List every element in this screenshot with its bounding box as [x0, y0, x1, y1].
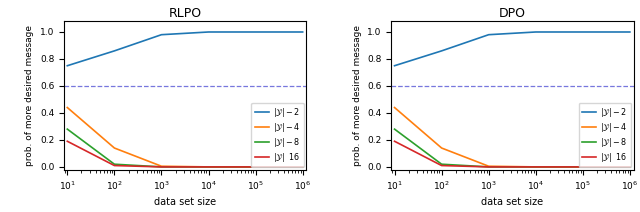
Y-axis label: prob. of more desired message: prob. of more desired message [26, 25, 35, 166]
$|\mathcal{Y}| - 4$ [205, 166, 212, 168]
$|\mathcal{Y}| - 2$ [252, 31, 259, 33]
$|\mathcal{Y}| - 2$ [485, 33, 493, 36]
$|\mathcal{Y}| - 2$ [626, 31, 634, 33]
$|\mathcal{Y}| - 2$ [532, 31, 540, 33]
Line: $|\mathcal{Y}| - 8$: $|\mathcal{Y}| - 8$ [67, 129, 303, 167]
$|\mathcal{Y}| - 8$ [579, 166, 587, 168]
$|\mathcal{Y}| - 2$ [157, 33, 165, 36]
$|\mathcal{Y}| - 2$ [63, 64, 71, 67]
$|\mathcal{Y}|\;\;16$ [157, 166, 165, 168]
$|\mathcal{Y}|\;\;16$ [390, 140, 398, 142]
$|\mathcal{Y}|\;\;16$ [205, 166, 212, 168]
Line: $|\mathcal{Y}| - 2$: $|\mathcal{Y}| - 2$ [67, 32, 303, 66]
$|\mathcal{Y}| - 4$ [111, 147, 118, 149]
$|\mathcal{Y}| - 8$ [485, 166, 493, 168]
$|\mathcal{Y}|\;\;16$ [252, 166, 259, 168]
$|\mathcal{Y}| - 4$ [63, 106, 71, 109]
$|\mathcal{Y}| - 4$ [157, 165, 165, 167]
X-axis label: data set size: data set size [481, 197, 543, 207]
Title: RLPO: RLPO [168, 7, 202, 20]
$|\mathcal{Y}| - 4$ [579, 166, 587, 168]
Y-axis label: prob. of more desired message: prob. of more desired message [353, 25, 362, 166]
Line: $|\mathcal{Y}| - 2$: $|\mathcal{Y}| - 2$ [394, 32, 630, 66]
Legend: $|\mathcal{Y}| - 2$, $|\mathcal{Y}| - 4$, $|\mathcal{Y}| - 8$, $|\mathcal{Y}|\;\: $|\mathcal{Y}| - 2$, $|\mathcal{Y}| - 4$… [579, 103, 631, 167]
$|\mathcal{Y}| - 2$ [299, 31, 307, 33]
$|\mathcal{Y}| - 8$ [205, 166, 212, 168]
$|\mathcal{Y}| - 4$ [438, 147, 445, 149]
X-axis label: data set size: data set size [154, 197, 216, 207]
$|\mathcal{Y}|\;\;16$ [438, 164, 445, 167]
$|\mathcal{Y}| - 4$ [252, 166, 259, 168]
$|\mathcal{Y}|\;\;16$ [579, 166, 587, 168]
$|\mathcal{Y}| - 2$ [205, 31, 212, 33]
$|\mathcal{Y}| - 8$ [390, 128, 398, 130]
$|\mathcal{Y}| - 2$ [438, 50, 445, 52]
$|\mathcal{Y}|\;\;16$ [299, 166, 307, 168]
$|\mathcal{Y}| - 8$ [252, 166, 259, 168]
$|\mathcal{Y}| - 8$ [157, 166, 165, 168]
$|\mathcal{Y}| - 2$ [579, 31, 587, 33]
Line: $|\mathcal{Y}| - 8$: $|\mathcal{Y}| - 8$ [394, 129, 630, 167]
Line: $|\mathcal{Y}|\;\;16$: $|\mathcal{Y}|\;\;16$ [394, 141, 630, 167]
$|\mathcal{Y}|\;\;16$ [532, 166, 540, 168]
Line: $|\mathcal{Y}| - 4$: $|\mathcal{Y}| - 4$ [67, 107, 303, 167]
$|\mathcal{Y}| - 8$ [299, 166, 307, 168]
$|\mathcal{Y}| - 4$ [532, 166, 540, 168]
$|\mathcal{Y}|\;\;16$ [626, 166, 634, 168]
$|\mathcal{Y}| - 8$ [63, 128, 71, 130]
$|\mathcal{Y}| - 8$ [438, 163, 445, 166]
$|\mathcal{Y}|\;\;16$ [111, 164, 118, 167]
$|\mathcal{Y}| - 4$ [390, 106, 398, 109]
$|\mathcal{Y}| - 2$ [111, 50, 118, 52]
$|\mathcal{Y}| - 8$ [532, 166, 540, 168]
$|\mathcal{Y}| - 8$ [111, 163, 118, 166]
$|\mathcal{Y}|\;\;16$ [63, 140, 71, 142]
Line: $|\mathcal{Y}|\;\;16$: $|\mathcal{Y}|\;\;16$ [67, 141, 303, 167]
Title: DPO: DPO [499, 7, 526, 20]
$|\mathcal{Y}| - 4$ [485, 165, 493, 167]
$|\mathcal{Y}| - 8$ [626, 166, 634, 168]
$|\mathcal{Y}| - 4$ [299, 166, 307, 168]
Legend: $|\mathcal{Y}| - 2$, $|\mathcal{Y}| - 4$, $|\mathcal{Y}| - 8$, $|\mathcal{Y}|\;\: $|\mathcal{Y}| - 2$, $|\mathcal{Y}| - 4$… [252, 103, 304, 167]
$|\mathcal{Y}| - 4$ [626, 166, 634, 168]
Line: $|\mathcal{Y}| - 4$: $|\mathcal{Y}| - 4$ [394, 107, 630, 167]
$|\mathcal{Y}|\;\;16$ [485, 166, 493, 168]
$|\mathcal{Y}| - 2$ [390, 64, 398, 67]
